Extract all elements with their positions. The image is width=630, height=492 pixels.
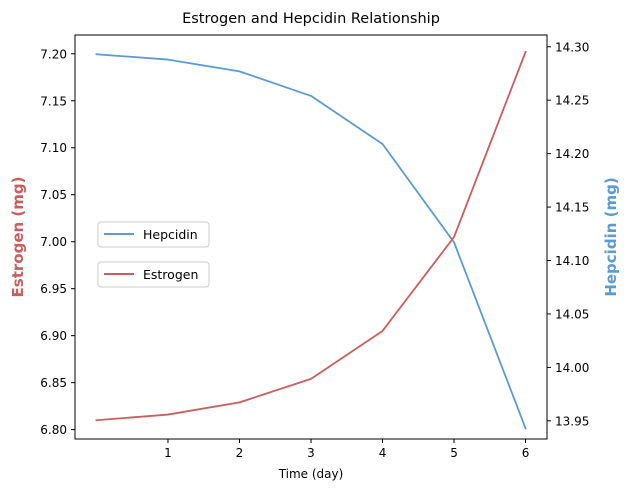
legend-hepcidin-box [97,221,210,248]
legend-hepcidin: Hepcidin [97,221,210,248]
left-y-tick-label: 6.95 [40,282,67,296]
x-axis-label: Time (day) [278,467,344,481]
left-y-tick-label: 7.20 [40,47,67,61]
left-y-tick-label: 7.05 [40,188,67,202]
left-y-axis-ticks: 6.80 6.85 6.90 6.95 7.00 7.05 7.10 7.15 7.20 [40,47,75,437]
series-line-estrogen [95,50,527,422]
legend-estrogen-label: Estrogen [143,267,198,282]
right-y-tick-label: 14.20 [555,147,589,161]
left-y-tick-label: 6.85 [40,376,67,390]
right-y-tick-label: 14.30 [555,40,589,54]
legend-estrogen-box [97,261,210,288]
right-y-tick-label: 13.95 [555,414,589,428]
right-y-tick-label: 14.25 [555,94,589,108]
left-y-tick-label: 7.10 [40,141,67,155]
left-y-axis-label: Estrogen (mg) [9,177,27,298]
right-y-axis-ticks: 13.95 14.00 14.05 14.10 14.15 14.20 14.25 14.30 [547,40,589,428]
right-y-tick-label: 14.15 [555,201,589,215]
series-lines [95,50,527,430]
left-y-tick-label: 7.00 [40,235,67,249]
legend-estrogen: Estrogen [97,261,210,288]
x-tick-label: 1 [164,446,172,460]
chart-title: Estrogen and Hepcidin Relationship [182,11,440,27]
right-y-tick-label: 14.00 [555,361,589,375]
left-y-tick-label: 7.15 [40,94,67,108]
right-y-axis-label: Hepcidin (mg) [602,177,620,296]
series-line-hepcidin [95,53,527,430]
x-tick-label: 3 [307,446,315,460]
x-tick-label: 5 [450,446,458,460]
right-y-tick-label: 14.10 [555,254,589,268]
plot-frame [74,34,548,440]
right-y-tick-label: 14.05 [555,307,589,321]
legend-hepcidin-label: Hepcidin [143,227,198,242]
x-axis-ticks: 1 2 3 4 5 6 [164,439,529,460]
left-y-tick-label: 6.80 [40,423,67,437]
left-y-tick-label: 6.90 [40,329,67,343]
x-tick-label: 2 [236,446,244,460]
x-tick-label: 6 [522,446,530,460]
x-tick-label: 4 [379,446,387,460]
